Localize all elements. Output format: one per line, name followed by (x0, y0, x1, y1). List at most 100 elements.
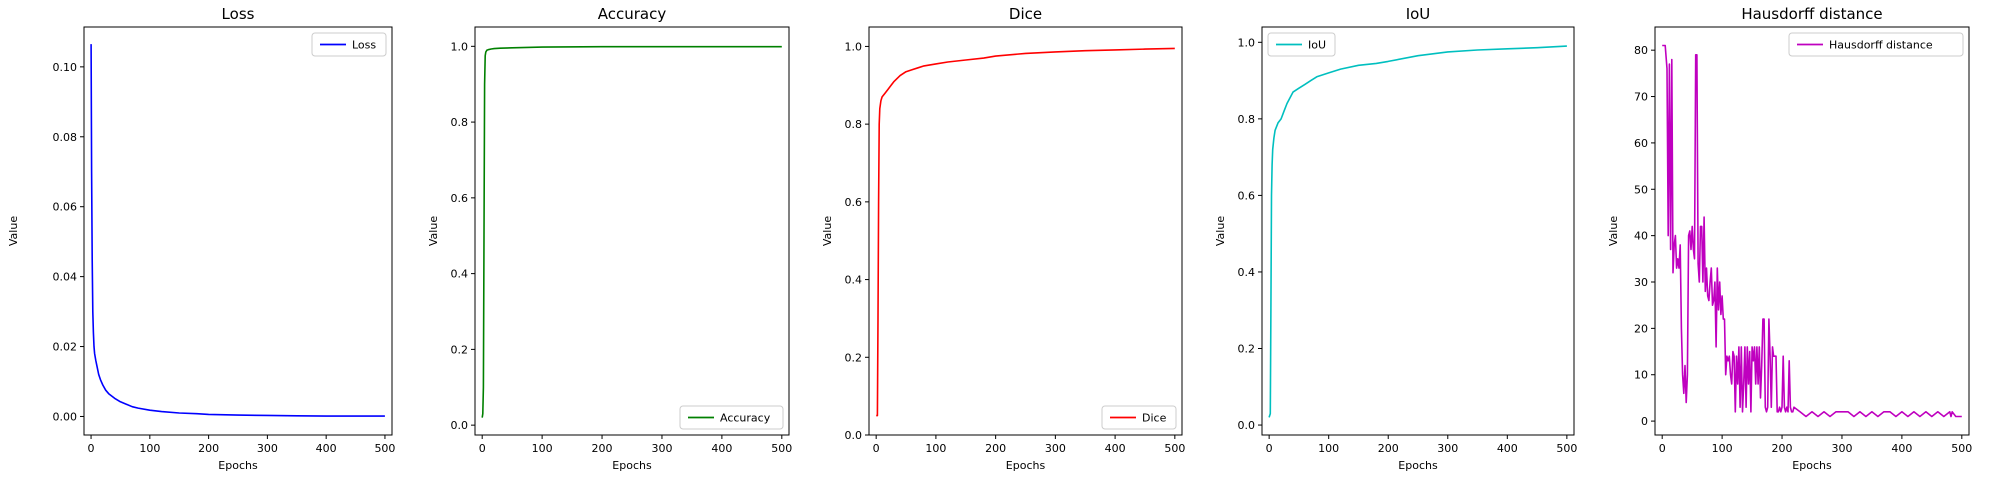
x-axis-label: Epochs (1792, 459, 1832, 472)
y-tick-label: 30 (1634, 276, 1648, 289)
plot-frame (83, 26, 393, 436)
y-axis-label: Value (427, 216, 440, 246)
legend: Hausdorff distance (1788, 32, 1964, 57)
x-tick-label: 0 (873, 442, 880, 455)
x-tick-label: 200 (985, 442, 1006, 455)
plot-frame (1654, 26, 1970, 436)
y-tick-label: 0.2 (1238, 343, 1256, 356)
x-axis-label: Epochs (612, 459, 652, 472)
y-tick-label: 0.0 (1238, 419, 1256, 432)
x-axis-label: Epochs (218, 459, 258, 472)
chart-panel-4: Hausdorff distance 0 100 200 300 400 500 0 10 20 3… (1607, 5, 1972, 472)
series-line-0 (90, 44, 385, 417)
x-tick-label: 0 (88, 442, 95, 455)
y-tick-label: 0.8 (845, 118, 863, 131)
x-tick-label: 500 (771, 442, 792, 455)
chart-panel-2: Dice 0 100 200 300 400 500 0.0 0.2 0.4 0.6 0.8 1.0 Ep… (821, 5, 1185, 472)
plot-frame (1261, 26, 1575, 436)
legend-box (1101, 405, 1177, 430)
y-tick-label: 20 (1634, 322, 1648, 335)
x-tick-label: 0 (1659, 442, 1666, 455)
y-tick-label: 40 (1634, 230, 1648, 243)
y-tick-label: 0.0 (845, 429, 863, 442)
y-axis-label: Value (7, 216, 20, 246)
y-tick-label: 80 (1634, 44, 1648, 57)
legend-label: Loss (352, 39, 376, 52)
y-tick-label: 0.4 (451, 268, 469, 281)
y-tick-label: 0.02 (53, 341, 78, 354)
x-tick-label: 500 (374, 442, 395, 455)
legend: IoU (1267, 32, 1336, 57)
y-axis-label: Value (1607, 216, 1620, 246)
x-tick-label: 0 (1266, 442, 1273, 455)
y-tick-label: 0.6 (451, 192, 469, 205)
legend-box (679, 405, 784, 430)
series-line-0 (1662, 44, 1962, 418)
chart-panel-1: Accuracy 0 100 200 300 400 500 0.0 0.2 0.4 0.6 0.8 1… (427, 5, 792, 472)
y-tick-label: 0.08 (53, 131, 78, 144)
x-tick-label: 400 (316, 442, 337, 455)
chart-panel-0: Loss 0 100 200 300 400 500 0.00 0.02 0.04 0.06 0.08… (7, 5, 395, 472)
x-tick-label: 200 (592, 442, 613, 455)
y-tick-label: 0.8 (451, 116, 469, 129)
plot-frame (868, 26, 1183, 436)
y-tick-label: 0.4 (845, 274, 863, 287)
chart-panel-3: IoU 0 100 200 300 400 500 0.0 0.2 0.4 0.6 0.8 1.0 Epo… (1214, 5, 1577, 472)
y-tick-label: 70 (1634, 91, 1648, 104)
y-tick-label: 0.06 (53, 201, 78, 214)
x-axis-label: Epochs (1006, 459, 1046, 472)
x-tick-label: 100 (1712, 442, 1733, 455)
legend: Accuracy (679, 405, 784, 430)
y-tick-label: 50 (1634, 183, 1648, 196)
y-tick-label: 60 (1634, 137, 1648, 150)
y-tick-label: 0.8 (1238, 113, 1256, 126)
legend: Loss (311, 32, 387, 57)
y-tick-label: 0.04 (53, 271, 78, 284)
y-tick-label: 0.6 (845, 196, 863, 209)
x-tick-label: 200 (1772, 442, 1793, 455)
x-tick-label: 0 (479, 442, 486, 455)
y-axis-label: Value (1214, 216, 1227, 246)
y-tick-label: 0.00 (53, 410, 78, 423)
x-tick-label: 500 (1164, 442, 1185, 455)
y-tick-label: 1.0 (1238, 36, 1256, 49)
x-tick-label: 200 (198, 442, 219, 455)
x-tick-label: 300 (1437, 442, 1458, 455)
x-tick-label: 100 (925, 442, 946, 455)
y-tick-label: 1.0 (451, 40, 469, 53)
x-tick-label: 300 (257, 442, 278, 455)
legend-box (1788, 32, 1964, 57)
series-line-0 (481, 45, 782, 418)
chart-title: Hausdorff distance (1741, 5, 1882, 23)
x-tick-label: 400 (711, 442, 732, 455)
legend-label: IoU (1308, 39, 1326, 52)
legend-label: Dice (1142, 412, 1167, 425)
y-tick-label: 10 (1634, 369, 1648, 382)
x-tick-label: 400 (1105, 442, 1126, 455)
y-tick-label: 0.0 (451, 419, 469, 432)
x-tick-label: 100 (1318, 442, 1339, 455)
series-line-0 (876, 47, 1175, 417)
x-tick-label: 400 (1891, 442, 1912, 455)
y-axis-label: Value (821, 216, 834, 246)
series-line-0 (1268, 45, 1567, 418)
legend-box (311, 32, 387, 57)
x-tick-label: 300 (651, 442, 672, 455)
x-tick-label: 500 (1556, 442, 1577, 455)
chart-title: Accuracy (598, 5, 667, 23)
legend-label: Hausdorff distance (1829, 39, 1933, 52)
y-tick-label: 1.0 (845, 40, 863, 53)
x-tick-label: 100 (532, 442, 553, 455)
x-axis-label: Epochs (1398, 459, 1438, 472)
x-tick-label: 100 (139, 442, 160, 455)
x-tick-label: 500 (1951, 442, 1972, 455)
x-tick-label: 300 (1045, 442, 1066, 455)
x-tick-label: 400 (1497, 442, 1518, 455)
y-tick-label: 0.6 (1238, 189, 1256, 202)
y-tick-label: 0.2 (451, 343, 469, 356)
y-tick-label: 0.4 (1238, 266, 1256, 279)
legend: Dice (1101, 405, 1177, 430)
y-tick-label: 0.2 (845, 351, 863, 364)
chart-title: IoU (1406, 5, 1431, 23)
